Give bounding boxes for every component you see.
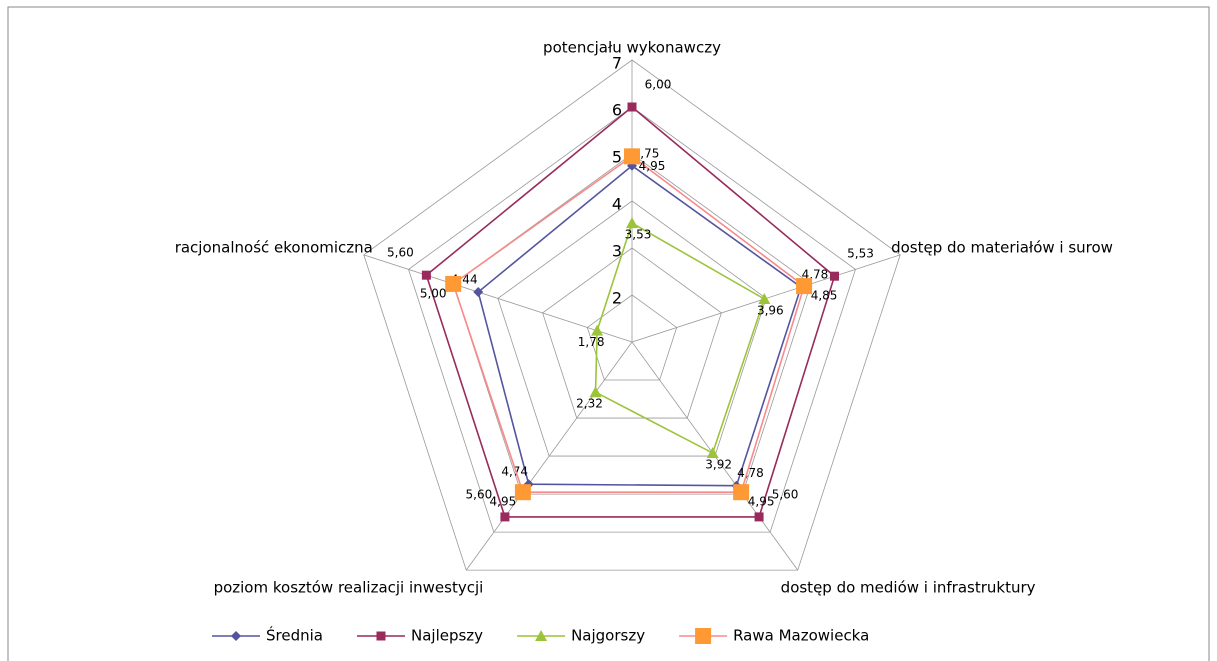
value-label: 5,60 — [387, 246, 414, 260]
spoke — [363, 254, 633, 343]
value-label: 4,85 — [811, 289, 838, 303]
data-point — [624, 148, 640, 165]
grid-ring — [542, 247, 722, 419]
grid-ring — [497, 200, 767, 457]
value-label: 3,96 — [757, 304, 784, 318]
series-line — [425, 105, 836, 518]
legend-marker — [535, 630, 548, 641]
grid-ring — [586, 294, 678, 381]
value-label: 4,95 — [490, 495, 517, 509]
data-point — [796, 278, 813, 295]
series-line — [477, 164, 802, 487]
series-line — [452, 155, 806, 493]
data-point — [500, 512, 510, 522]
value-label: 3,92 — [705, 458, 732, 472]
legend-marker — [231, 631, 241, 641]
category-label: poziom kosztów realizacji inwestycji — [214, 578, 484, 596]
value-label: 2,32 — [576, 397, 603, 411]
data-point — [445, 275, 462, 292]
data-point — [591, 324, 604, 336]
legend-label: Średnia — [266, 626, 323, 645]
legend-label: Najgorszy — [571, 627, 645, 645]
data-point — [626, 217, 638, 229]
grid-ring — [363, 59, 901, 571]
value-label: 5,00 — [420, 286, 447, 300]
tick-label: 4 — [612, 195, 622, 214]
data-point — [706, 447, 719, 459]
data-point — [733, 484, 750, 501]
category-label: potencjału wykonawczy — [543, 39, 721, 57]
data-point — [473, 287, 484, 298]
value-label: 1,78 — [578, 335, 605, 349]
tick-label: 7 — [612, 54, 622, 73]
data-point — [758, 293, 771, 305]
value-label: 5,53 — [847, 247, 874, 261]
spoke — [465, 341, 633, 571]
value-label: 5,60 — [772, 487, 799, 501]
value-label: 4,78 — [737, 466, 764, 480]
tick-label: 2 — [612, 289, 622, 308]
category-label: dostęp do mediów i infrastruktury — [781, 578, 1036, 596]
value-label: 4,95 — [748, 495, 775, 509]
value-label: 4,95 — [639, 159, 666, 173]
series-line — [594, 221, 766, 455]
value-label: 5,60 — [466, 487, 493, 501]
data-point — [514, 484, 531, 501]
value-label: 4,74 — [501, 465, 528, 479]
grid-ring — [408, 106, 856, 533]
value-label: 6,00 — [645, 78, 672, 92]
tick-label: 6 — [612, 101, 622, 120]
data-point — [589, 386, 602, 398]
data-point — [627, 102, 637, 112]
data-point — [421, 270, 431, 280]
value-label: 3,53 — [625, 228, 652, 242]
tick-label: 5 — [612, 148, 622, 167]
data-point — [754, 512, 764, 522]
category-label: racjonalność ekonomiczna — [175, 239, 373, 257]
legend-label: Najlepszy — [411, 627, 483, 645]
legend-marker — [376, 631, 386, 641]
legend-marker — [695, 628, 712, 644]
data-point — [829, 271, 839, 281]
category-label: dostęp do materiałów i surow — [891, 239, 1113, 257]
legend-label: Rawa Mazowiecka — [733, 627, 869, 645]
tick-label: 3 — [612, 242, 622, 261]
legend: Średnia Najlepszy Najgorszy Rawa Mazowiecka — [212, 626, 869, 645]
